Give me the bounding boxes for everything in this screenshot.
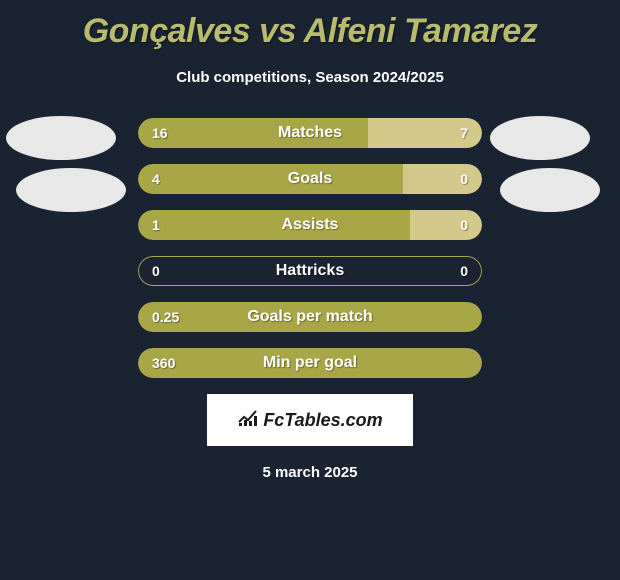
stat-row: 00Hattricks <box>138 256 482 286</box>
player-avatar <box>16 168 126 212</box>
chart-icon <box>237 408 259 433</box>
page-title: Gonçalves vs Alfeni Tamarez <box>0 0 620 51</box>
player-avatar <box>6 116 116 160</box>
stat-row: 0.25Goals per match <box>138 302 482 332</box>
stat-label: Hattricks <box>138 256 482 286</box>
stat-label: Assists <box>138 210 482 240</box>
stat-row: 10Assists <box>138 210 482 240</box>
fctables-logo: FcTables.com <box>207 394 413 446</box>
stat-row: 40Goals <box>138 164 482 194</box>
stat-label: Matches <box>138 118 482 148</box>
stat-row: 167Matches <box>138 118 482 148</box>
stat-row: 360Min per goal <box>138 348 482 378</box>
date-text: 5 march 2025 <box>0 464 620 481</box>
player-avatar <box>490 116 590 160</box>
subtitle: Club competitions, Season 2024/2025 <box>0 69 620 86</box>
stat-label: Goals <box>138 164 482 194</box>
player-avatar <box>500 168 600 212</box>
stat-label: Min per goal <box>138 348 482 378</box>
logo-text: FcTables.com <box>263 410 382 431</box>
stats-bars: 167Matches 40Goals 10Assists 00Hattricks 0.2… <box>138 118 482 378</box>
stat-label: Goals per match <box>138 302 482 332</box>
